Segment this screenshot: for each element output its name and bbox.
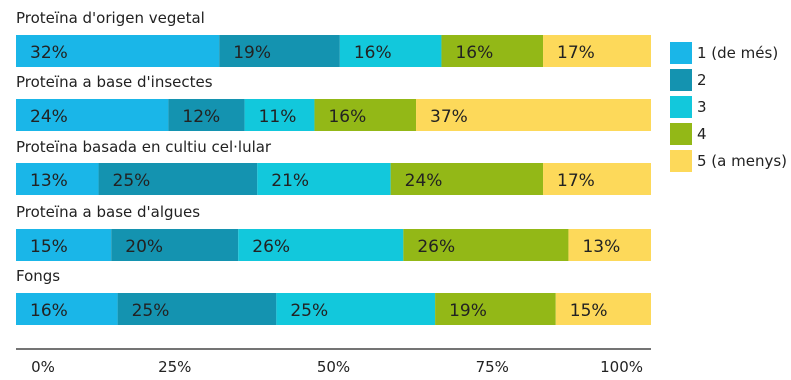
legend-label: 4 bbox=[697, 125, 707, 143]
bar-segment bbox=[16, 293, 118, 325]
category-label: Proteïna a base d'insectes bbox=[16, 73, 213, 91]
bar-segment bbox=[276, 293, 436, 325]
legend-swatch bbox=[670, 42, 692, 64]
x-tick-label: 0% bbox=[31, 358, 55, 376]
data-label: 26% bbox=[252, 237, 290, 257]
legend-label: 2 bbox=[697, 71, 707, 89]
legend-swatch bbox=[670, 96, 692, 118]
bar-segment bbox=[117, 293, 277, 325]
bar-segment bbox=[16, 35, 220, 67]
data-label: 16% bbox=[30, 301, 68, 321]
bar-segment bbox=[111, 229, 239, 261]
data-label: 13% bbox=[30, 171, 68, 191]
data-label: 25% bbox=[113, 171, 151, 191]
data-label: 26% bbox=[417, 237, 455, 257]
bar-segment bbox=[416, 99, 651, 131]
category-label: Proteïna d'origen vegetal bbox=[16, 9, 205, 27]
bar-segment bbox=[314, 99, 417, 131]
bar-segment bbox=[16, 99, 169, 131]
bar-segment bbox=[543, 35, 651, 67]
data-label: 32% bbox=[30, 43, 68, 63]
bar-segment bbox=[16, 229, 112, 261]
data-label: 13% bbox=[582, 237, 620, 257]
data-label: 16% bbox=[354, 43, 392, 63]
bar-segment bbox=[238, 229, 404, 261]
bar-segment bbox=[98, 163, 258, 195]
bar-segment bbox=[403, 229, 569, 261]
category-label: Proteïna basada en cultiu cel·lular bbox=[16, 138, 272, 156]
bar-segment bbox=[435, 293, 556, 325]
bar-segment bbox=[16, 163, 99, 195]
data-label: 25% bbox=[290, 301, 328, 321]
bar-segment bbox=[219, 35, 340, 67]
data-label: 21% bbox=[271, 171, 309, 191]
legend-swatch bbox=[670, 123, 692, 145]
data-label: 19% bbox=[233, 43, 271, 63]
data-label: 17% bbox=[557, 43, 595, 63]
legend-swatch bbox=[670, 69, 692, 91]
bar-segment bbox=[390, 163, 544, 195]
x-tick-label: 100% bbox=[600, 358, 643, 376]
legend-swatch bbox=[670, 150, 692, 172]
legend-label: 3 bbox=[697, 98, 707, 116]
bar-segment bbox=[568, 229, 651, 261]
data-label: 11% bbox=[259, 107, 297, 127]
data-label: 24% bbox=[30, 107, 68, 127]
bar-segment bbox=[257, 163, 391, 195]
data-label: 25% bbox=[132, 301, 170, 321]
data-label: 19% bbox=[449, 301, 487, 321]
legend-label: 1 (de més) bbox=[697, 44, 778, 62]
data-label: 16% bbox=[455, 43, 493, 63]
category-label: Proteïna a base d'algues bbox=[16, 203, 200, 221]
data-label: 37% bbox=[430, 107, 468, 127]
data-label: 20% bbox=[125, 237, 163, 257]
x-tick-label: 25% bbox=[158, 358, 191, 376]
legend-label: 5 (a menys) bbox=[697, 152, 787, 170]
bar-segment bbox=[543, 163, 651, 195]
data-label: 15% bbox=[570, 301, 608, 321]
x-tick-label: 50% bbox=[317, 358, 350, 376]
category-label: Fongs bbox=[16, 267, 60, 285]
data-label: 16% bbox=[328, 107, 366, 127]
bar-segment bbox=[244, 99, 315, 131]
data-label: 15% bbox=[30, 237, 68, 257]
bar-segment bbox=[339, 35, 442, 67]
bar-segment bbox=[168, 99, 245, 131]
bar-segment bbox=[441, 35, 544, 67]
data-label: 12% bbox=[182, 107, 220, 127]
x-tick-label: 75% bbox=[476, 358, 509, 376]
bar-segment bbox=[555, 293, 651, 325]
data-label: 24% bbox=[405, 171, 443, 191]
data-label: 17% bbox=[557, 171, 595, 191]
